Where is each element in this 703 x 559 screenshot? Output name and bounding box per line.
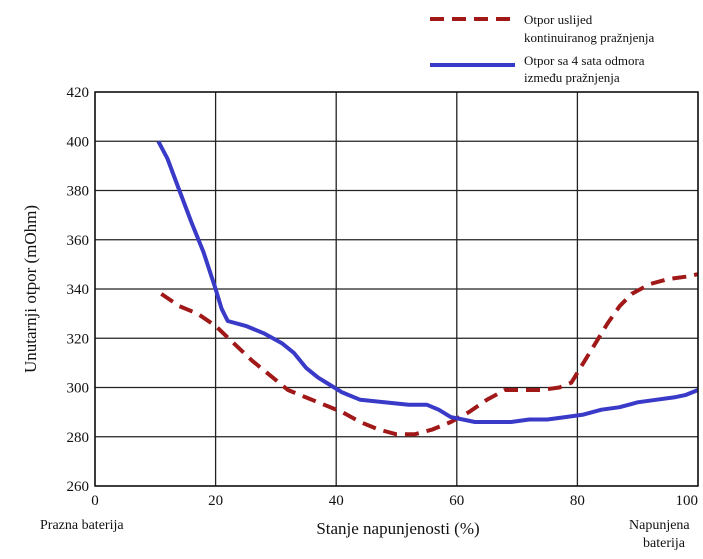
y-axis-title: Unutarnji otpor (mOhm) xyxy=(21,205,40,373)
x-tick-label-80: 80 xyxy=(570,493,585,509)
x-tick-label-60: 60 xyxy=(449,493,464,509)
legend-label-solid-2: između pražnjenja xyxy=(524,70,620,85)
legend-label-solid-1: Otpor sa 4 sata odmora xyxy=(524,53,645,68)
y-tick-label-320: 320 xyxy=(67,331,90,347)
series-line-rest-discharge xyxy=(156,140,699,424)
x-tick-label-20: 20 xyxy=(208,493,223,509)
x-end-label-left: Prazna baterija xyxy=(40,518,124,533)
x-tick-label-40: 40 xyxy=(329,493,344,509)
x-end-label-right-1: Napunjena xyxy=(629,518,690,533)
y-tick-labels: 260 280 300 320 340 360 380 400 420 xyxy=(67,85,90,495)
x-tick-label-100: 100 xyxy=(676,493,699,509)
series-line-continuous-discharge xyxy=(160,272,699,437)
x-end-label-right-2: baterija xyxy=(643,536,686,551)
y-tick-label-280: 280 xyxy=(67,430,90,446)
x-tick-label-0: 0 xyxy=(91,493,99,509)
y-tick-label-260: 260 xyxy=(67,479,90,495)
legend: Otpor uslijed kontinuiranog pražnjenja O… xyxy=(430,12,655,85)
series-lines xyxy=(156,140,699,437)
y-tick-label-420: 420 xyxy=(67,85,90,101)
legend-label-dashed-2: kontinuiranog pražnjenja xyxy=(524,30,655,45)
x-tick-labels: 0 20 40 60 80 100 xyxy=(91,493,698,509)
y-tick-label-360: 360 xyxy=(67,233,90,249)
plot-frame xyxy=(94,91,699,487)
y-tick-label-400: 400 xyxy=(67,134,90,150)
y-tick-label-300: 300 xyxy=(67,381,90,397)
y-tick-label-340: 340 xyxy=(67,282,90,298)
x-axis-title: Stanje napunjenosti (%) xyxy=(316,519,479,538)
legend-label-dashed-1: Otpor uslijed xyxy=(524,12,593,27)
y-tick-label-380: 380 xyxy=(67,184,90,200)
